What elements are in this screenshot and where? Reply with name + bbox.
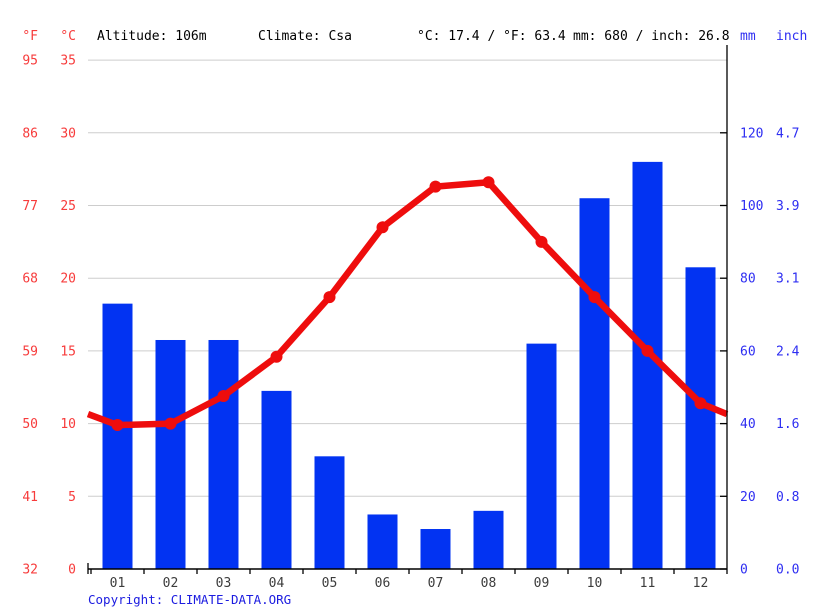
precip-bar-01: [102, 303, 133, 569]
month-label: 04: [269, 576, 285, 591]
f-tick-label: 77: [22, 199, 38, 214]
temp-point-05: [323, 291, 336, 304]
temp-point-09: [535, 235, 548, 248]
month-label: 12: [693, 576, 709, 591]
precip-bar-02: [155, 339, 186, 569]
mm-unit-label: mm: [740, 29, 756, 44]
inch-unit-label: inch: [776, 29, 808, 44]
f-tick-label: 41: [22, 490, 38, 505]
inch-tick-label: 4.7: [776, 126, 799, 141]
c-tick-label: 10: [60, 417, 76, 432]
precipitation-summary: mm: 680 / inch: 26.8: [573, 29, 730, 44]
mm-tick-label: 120: [740, 126, 763, 141]
month-label: 07: [428, 576, 444, 591]
temperature-line: [86, 178, 729, 429]
month-label: 10: [587, 576, 603, 591]
inch-tick-label: 3.9: [776, 199, 799, 214]
precip-bar-04: [261, 390, 292, 569]
copyright-label: Copyright:: [88, 592, 171, 607]
month-label: 09: [534, 576, 550, 591]
inch-tick-label: 1.6: [776, 417, 799, 432]
mm-tick-label: 60: [740, 344, 756, 359]
inch-tick-label: 2.4: [776, 344, 800, 359]
c-tick-label: 15: [60, 344, 76, 359]
celsius-unit-label: °C: [60, 29, 76, 44]
temp-point-02: [164, 417, 177, 430]
fahrenheit-unit-label: °F: [22, 29, 38, 44]
f-tick-label: 68: [22, 272, 38, 287]
altitude-label: Altitude: 106m: [97, 29, 207, 44]
month-label: 01: [110, 576, 126, 591]
precip-bar-06: [367, 514, 398, 569]
c-tick-label: 0: [68, 563, 76, 578]
month-label: 02: [163, 576, 179, 591]
month-label: 06: [375, 576, 391, 591]
c-tick-label: 20: [60, 272, 76, 287]
precip-bar-08: [473, 510, 504, 569]
f-tick-label: 50: [22, 417, 38, 432]
inch-tick-label: 3.1: [776, 272, 799, 287]
temp-point-10: [588, 291, 601, 304]
precip-bar-09: [526, 343, 557, 569]
inch-tick-label: 0.0: [776, 563, 799, 578]
c-tick-label: 25: [60, 199, 76, 214]
climate-class-label: Climate: Csa: [258, 29, 352, 44]
f-tick-label: 86: [22, 126, 38, 141]
mm-tick-label: 80: [740, 272, 756, 287]
temp-point-01: [111, 419, 124, 432]
precip-bar-10: [579, 198, 610, 570]
inch-tick-label: 0.8: [776, 490, 799, 505]
temp-point-04: [270, 350, 283, 363]
month-label: 08: [481, 576, 497, 591]
temperature-summary: °C: 17.4 / °F: 63.4: [417, 29, 566, 44]
month-label: 05: [322, 576, 338, 591]
month-label: 03: [216, 576, 232, 591]
mm-tick-label: 100: [740, 199, 763, 214]
month-label: 11: [640, 576, 656, 591]
c-tick-label: 30: [60, 126, 76, 141]
f-tick-label: 32: [22, 563, 38, 578]
precip-bar-05: [314, 456, 345, 569]
temp-point-06: [376, 221, 389, 234]
temp-point-12: [694, 397, 707, 410]
c-tick-label: 35: [60, 54, 76, 69]
precip-bar-11: [632, 161, 663, 569]
mm-tick-label: 40: [740, 417, 756, 432]
precip-bar-12: [685, 267, 716, 569]
precip-bar-07: [420, 529, 451, 569]
temp-point-11: [641, 344, 654, 357]
c-tick-label: 5: [68, 490, 76, 505]
copyright: Copyright: CLIMATE-DATA.ORG: [88, 592, 291, 607]
temp-point-07: [429, 180, 442, 193]
copyright-link[interactable]: CLIMATE-DATA.ORG: [170, 592, 292, 607]
precip-bar-03: [208, 339, 239, 569]
mm-tick-label: 20: [740, 490, 756, 505]
temp-point-08: [482, 176, 495, 189]
temp-point-03: [217, 389, 230, 402]
mm-tick-label: 0: [740, 563, 748, 578]
f-tick-label: 95: [22, 54, 38, 69]
f-tick-label: 59: [22, 344, 38, 359]
